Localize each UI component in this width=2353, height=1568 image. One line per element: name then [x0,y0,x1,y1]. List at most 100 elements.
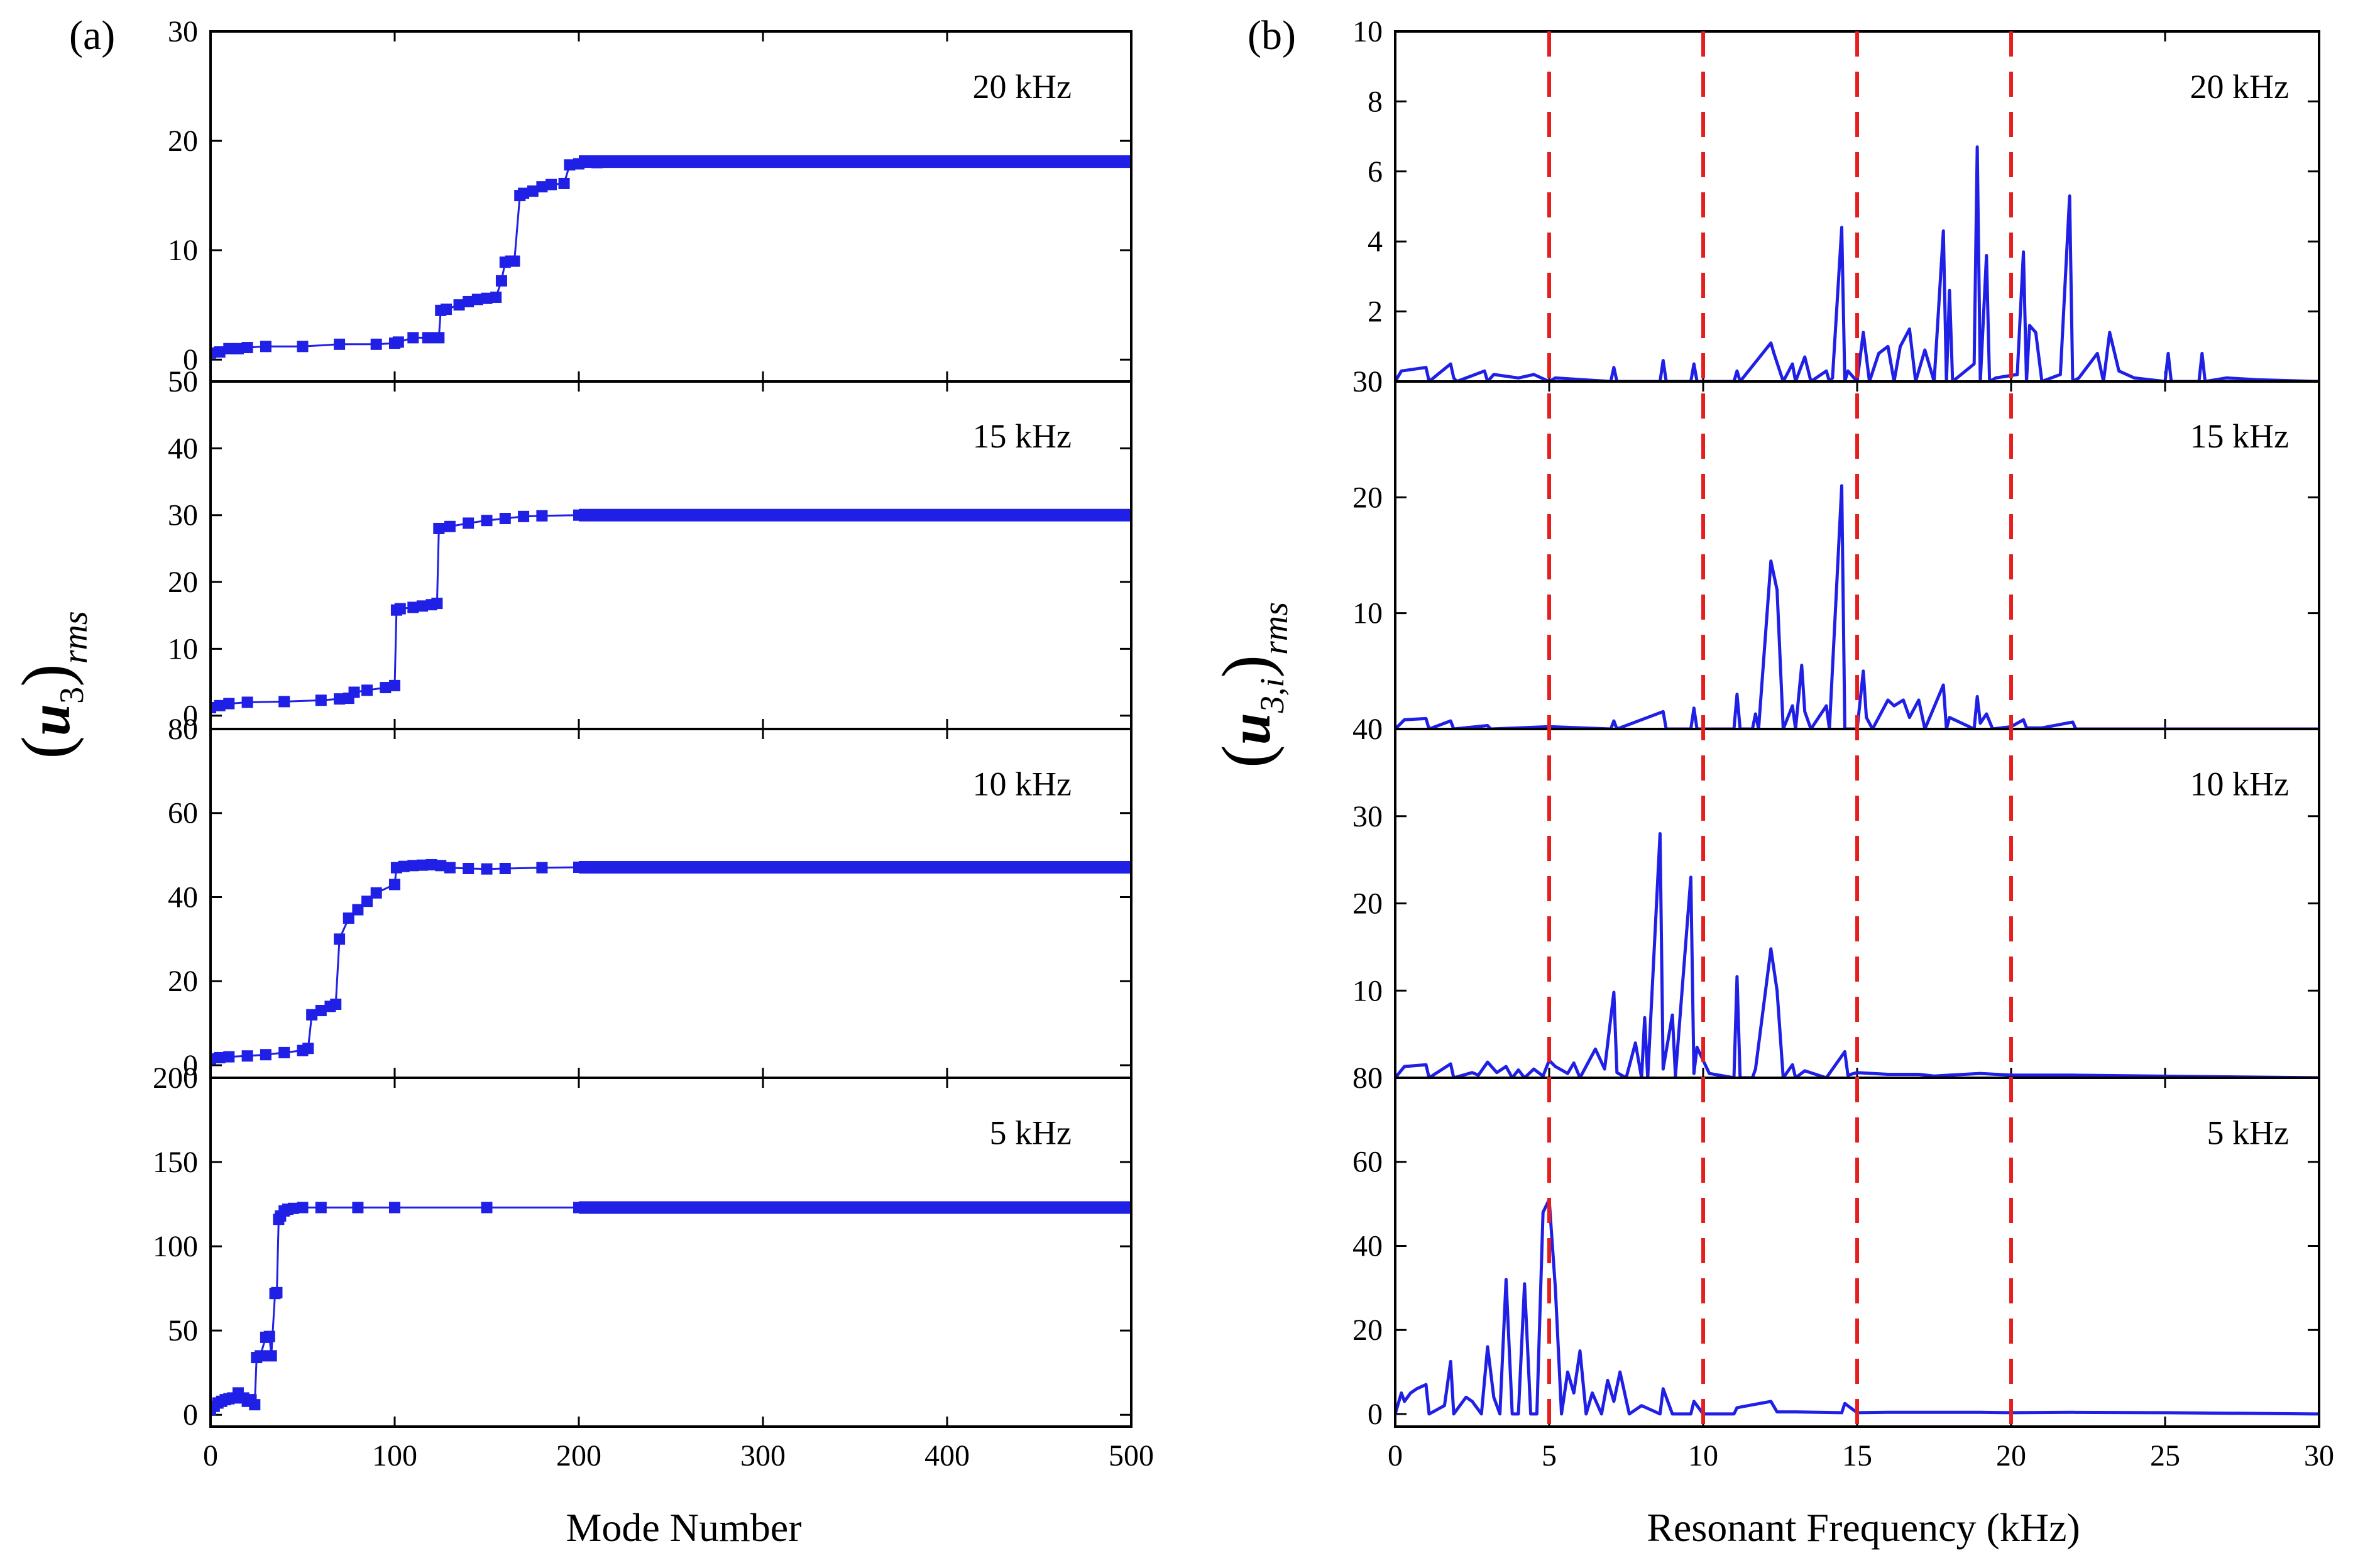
y-tick-label: 100 [153,1230,198,1263]
data-point [334,693,346,705]
y-tick-label: 150 [153,1146,198,1179]
data-point [564,159,576,171]
data-point [422,332,434,344]
data-point [370,887,382,899]
plateau-markers [579,508,1130,522]
data-point [546,178,557,190]
x-tick-label: 25 [2150,1439,2180,1472]
y-axis-title-a: (u3)rms [8,611,95,759]
data-point [232,343,244,354]
plot-area [1396,145,2318,380]
data-point [441,304,452,315]
plot-area [1396,1198,2318,1416]
y-axis-title-b-suffix: rms [1256,602,1295,655]
y-tick-label: 200 [153,1061,198,1095]
data-point [265,1350,277,1362]
series-line [1396,1198,2318,1416]
data-point [315,1005,327,1017]
y-tick-label: 20 [168,124,198,158]
y-tick-label: 60 [1352,1146,1383,1179]
plateau-markers [579,1201,1130,1214]
data-point [481,1202,493,1214]
data-point [490,291,502,303]
data-point [416,859,428,871]
series-line [1396,145,2318,380]
x-tick-label: 10 [1688,1439,1718,1472]
x-tick-label: 200 [556,1439,601,1472]
data-point [212,347,216,359]
y-tick-label: 60 [168,797,198,830]
data-point [389,1202,400,1214]
y-tick-label: 40 [168,880,198,914]
data-point [518,510,530,522]
data-point [297,341,309,353]
data-point [334,338,346,350]
svg-text:(u3,i)rms: (u3,i)rms [1208,602,1295,768]
y-tick-label: 20 [168,965,198,998]
data-point [278,696,290,708]
data-point [481,292,493,304]
data-point [370,338,382,350]
y-tick-label: 30 [168,499,198,532]
plot-area [212,1201,1130,1416]
y-axis-title-a-suffix: rms [56,611,95,664]
x-tick-label: 5 [1542,1439,1557,1472]
data-point [499,863,511,874]
data-point [558,177,570,189]
frequency-annotation: 5 kHz [990,1114,1072,1151]
data-point [389,679,400,691]
data-point [389,879,400,891]
y-axis-title-b: (u3,i)rms [1208,602,1295,768]
y-axis-title-a-sub: 3 [53,687,90,704]
data-point [508,255,520,267]
x-tick-label: 0 [1388,1439,1403,1472]
plateau-markers [579,860,1130,874]
frequency-annotation: 15 kHz [2190,417,2289,455]
x-axis-title-a: Mode Number [566,1505,801,1550]
y-tick-label: 20 [1352,1313,1383,1347]
data-point [481,515,493,527]
data-point [287,1202,299,1214]
subplot-a-1: 0 10 20 30 20 kHz [168,15,1133,383]
series-line [1396,832,2318,1077]
y-tick-label: 50 [168,365,198,398]
data-point [471,293,483,305]
data-point [453,299,465,311]
data-point [297,1202,309,1214]
data-point [330,998,342,1010]
y-tick-label: 2 [1368,295,1383,329]
series-line [1396,484,2318,728]
data-point [495,275,507,287]
subplot-frame [209,1077,1133,1428]
y-tick-label: 8 [1368,85,1383,118]
svg-text:(u3)rms: (u3)rms [8,611,95,759]
y-tick-label: 40 [1352,713,1383,746]
data-point [315,1202,327,1214]
data-point [416,600,428,612]
frequency-annotation: 5 kHz [2207,1114,2289,1151]
series-line [212,863,1130,1060]
data-point [536,510,548,522]
y-axis-title-a-main: u [18,704,82,736]
y-tick-label: 40 [1352,1229,1383,1263]
data-point [527,185,539,197]
plot-area [212,155,1130,359]
data-point [278,1046,290,1058]
subplot-b-2: 0 10 20 30 15 kHz [1352,365,2320,746]
data-point [315,694,327,706]
data-point [481,863,493,875]
panel-label-b: (b) [1248,13,1296,58]
data-point [214,346,226,358]
y-tick-label: 10 [1352,597,1383,630]
plot-area [1396,484,2318,728]
frequency-annotation: 20 kHz [2190,68,2289,106]
y-tick-label: 40 [168,432,198,465]
data-point [260,1049,272,1061]
data-point [433,522,445,534]
y-tick-label: 10 [168,234,198,267]
data-point [271,1286,283,1298]
data-point [380,682,392,694]
data-point [433,332,445,344]
